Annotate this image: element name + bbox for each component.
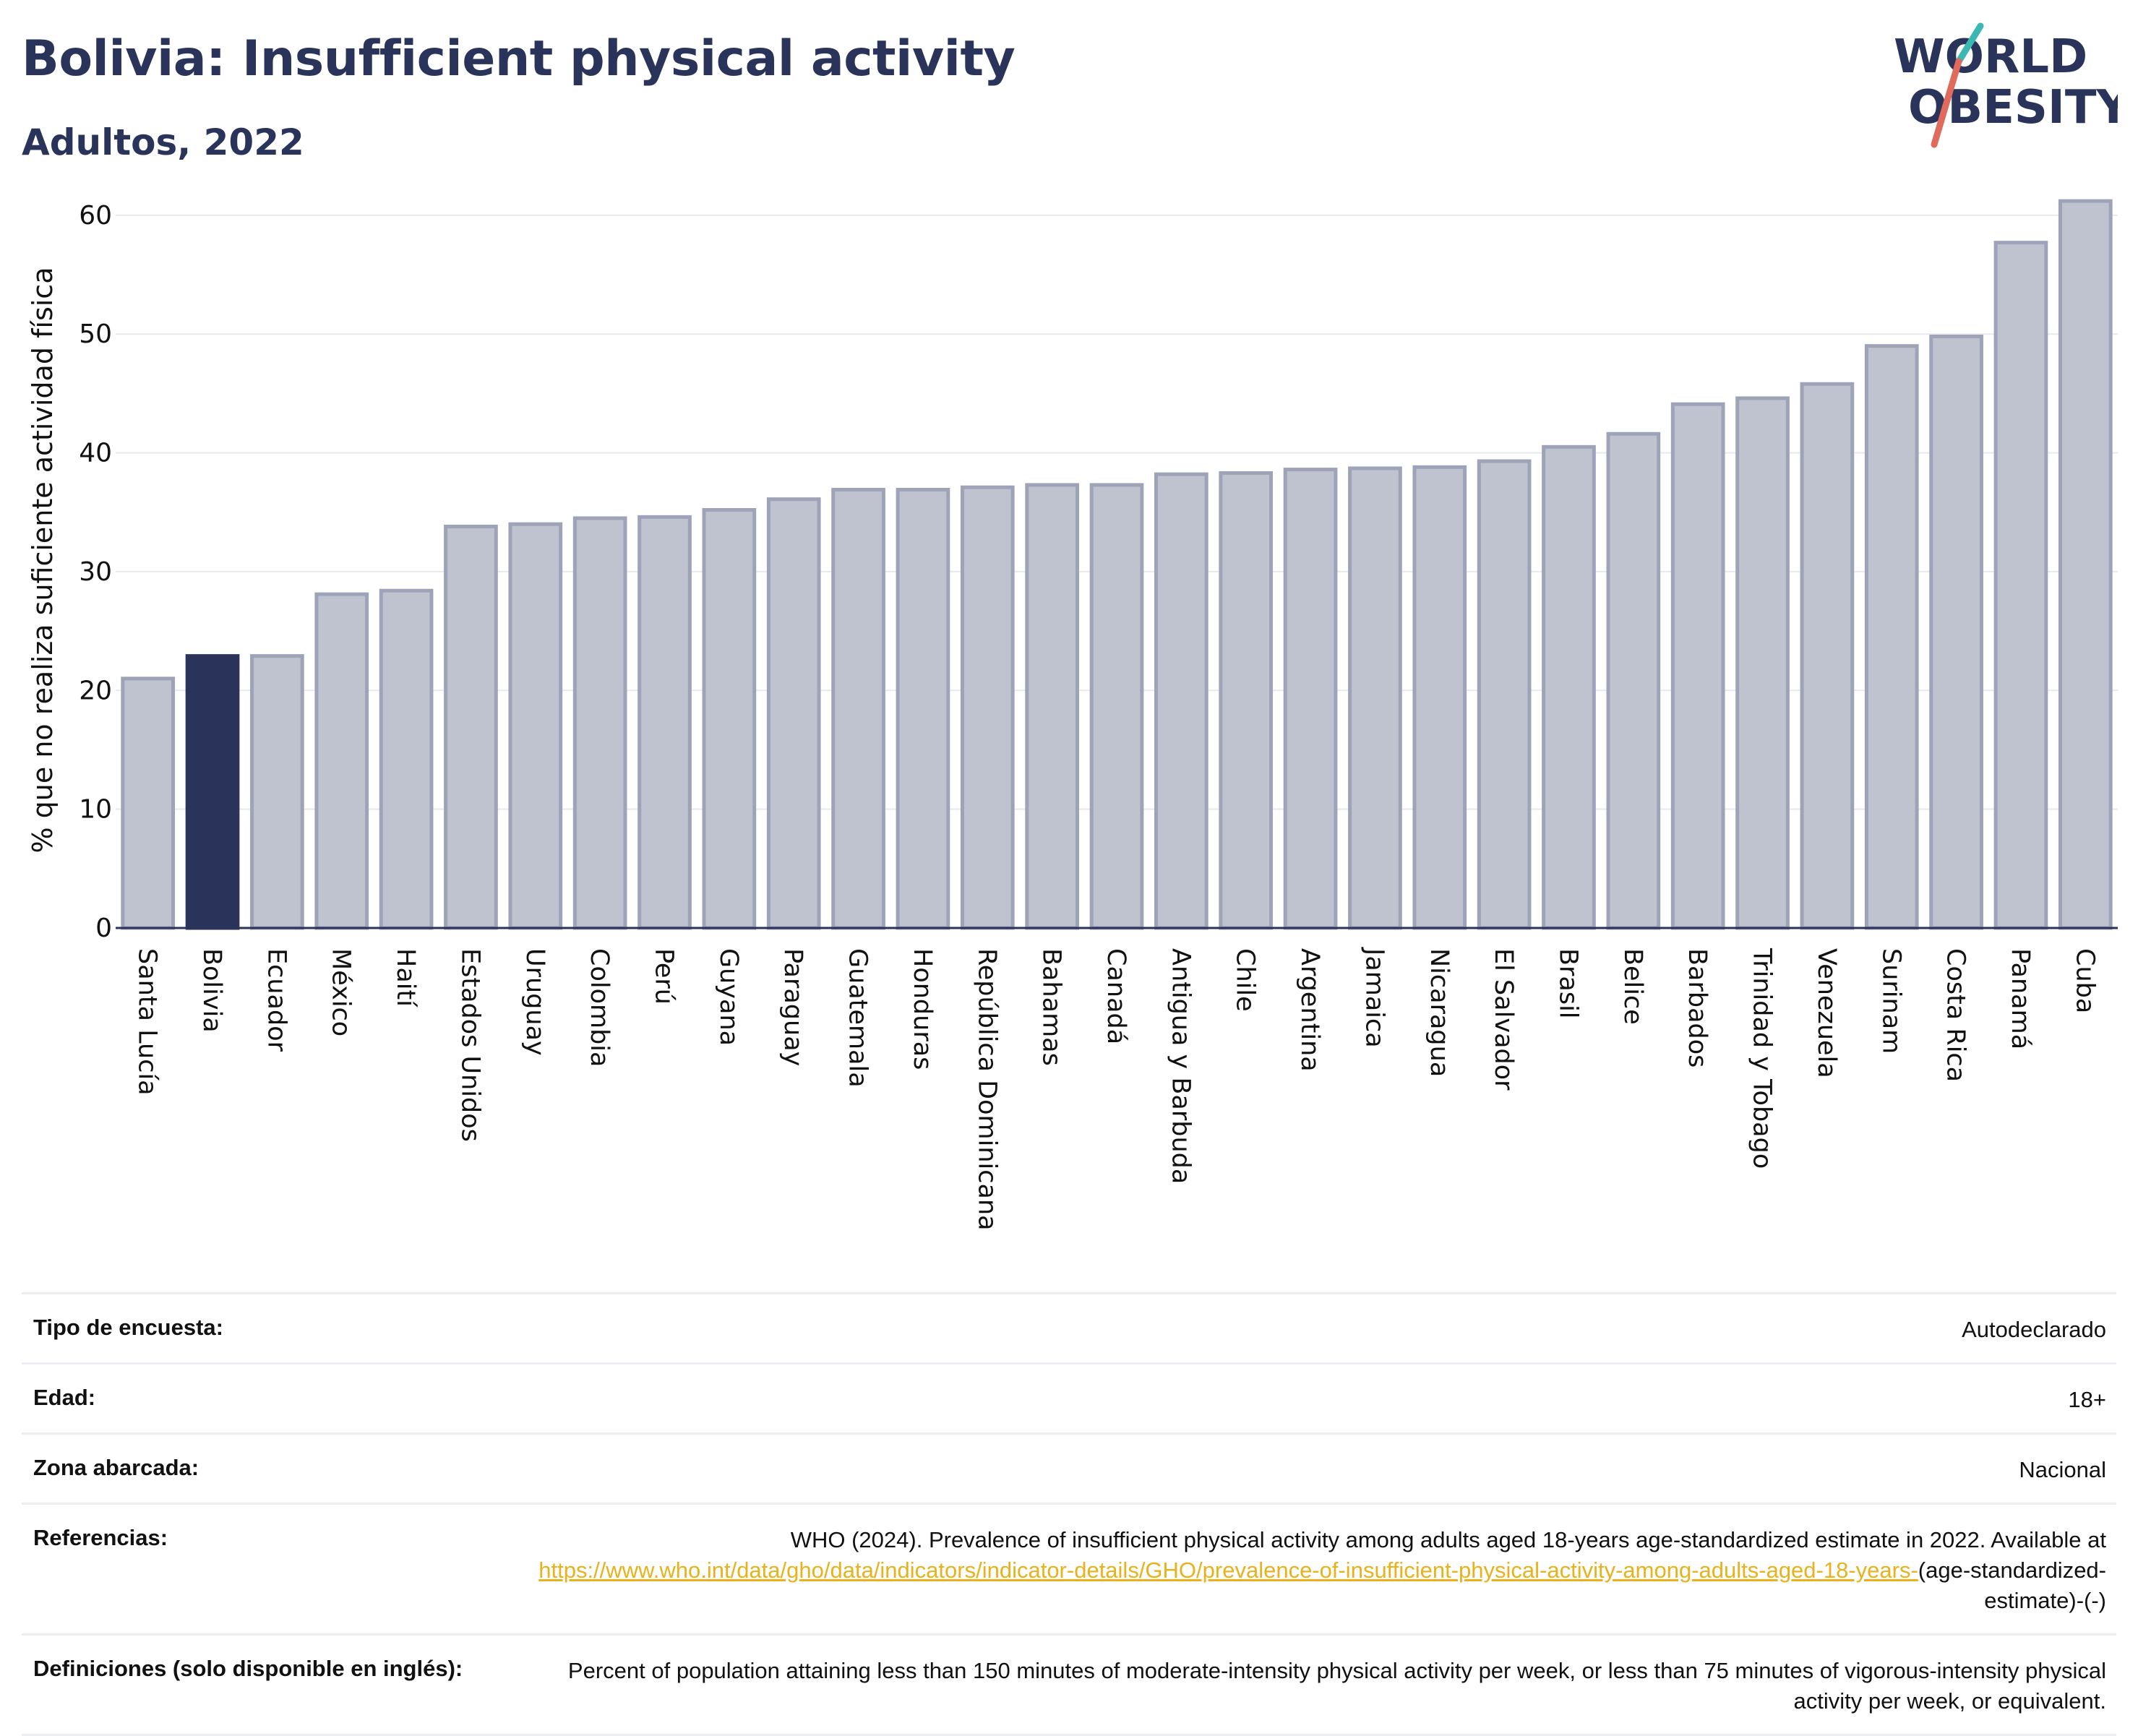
bar xyxy=(960,485,1015,930)
x-tick-label: Perú xyxy=(650,948,679,1005)
bar xyxy=(314,592,369,930)
bar xyxy=(1606,431,1661,930)
logo-slash-teal xyxy=(1955,22,1984,65)
bar xyxy=(444,524,498,930)
x-tick-label: Chile xyxy=(1231,948,1260,1012)
y-tick-label: 50 xyxy=(79,319,112,349)
x-tick-label: Bahamas xyxy=(1037,948,1066,1066)
bar-highlight xyxy=(185,654,240,930)
reference-suffix: (age-standardized-estimate)-(-) xyxy=(1918,1557,2106,1613)
x-tick-label: Bolivia xyxy=(197,948,226,1033)
bar xyxy=(637,515,692,930)
bar xyxy=(1219,471,1274,930)
meta-value: Autodeclarado xyxy=(1962,1317,2106,1342)
x-tick-label: Guatemala xyxy=(843,948,872,1088)
meta-row-coverage: Zona abarcada: Nacional xyxy=(22,1432,2116,1503)
bar xyxy=(1864,344,1919,930)
bar-chart: 0 10 20 30 40 50 60 % que no realiza suficiente… xyxy=(27,199,2118,1231)
reference-text: WHO (2024). Prevalence of insufficient p… xyxy=(790,1527,2106,1552)
reference-link[interactable]: https://www.who.int/data/gho/data/indica… xyxy=(538,1557,1918,1583)
meta-key: Zona abarcada: xyxy=(33,1455,199,1480)
bar xyxy=(1800,382,1855,930)
x-tick-label: Uruguay xyxy=(520,948,549,1056)
x-tick-label: Colombia xyxy=(585,948,614,1067)
x-tick-label: Brasil xyxy=(1553,948,1582,1019)
x-tick-label: Trinidad y Tobago xyxy=(1748,948,1777,1169)
x-tick-label: Santa Lucía xyxy=(133,948,162,1096)
x-tick-label: Jamaica xyxy=(1360,947,1388,1048)
y-tick-label: 10 xyxy=(79,795,112,825)
logo-slash-coral xyxy=(1931,58,1962,148)
meta-value: Nacional xyxy=(2019,1457,2106,1482)
y-tick-label: 20 xyxy=(79,676,112,705)
logo-line-1: WORLD xyxy=(1894,30,2087,84)
bar xyxy=(572,516,627,930)
y-axis-label: % que no realiza suficiente actividad fí… xyxy=(27,267,59,854)
meta-value: WHO (2024). Prevalence of insufficient p… xyxy=(494,1525,2106,1616)
x-tick-label: Guyana xyxy=(714,948,743,1046)
x-tick-label: Surinam xyxy=(1876,948,1905,1054)
x-tick-label: Antigua y Barbuda xyxy=(1166,948,1195,1184)
bar xyxy=(896,488,950,930)
meta-row-survey-type: Tipo de encuesta: Autodeclarado xyxy=(22,1292,2116,1362)
meta-row-references: Referencias: WHO (2024). Prevalence of i… xyxy=(22,1503,2116,1633)
bar xyxy=(1670,402,1725,930)
bar xyxy=(702,507,757,930)
x-tick-label: Haití xyxy=(391,948,420,1007)
x-tick-label: Argentina xyxy=(1295,948,1324,1072)
x-tick-label: Barbados xyxy=(1683,948,1712,1067)
bar xyxy=(1154,472,1208,930)
bar xyxy=(1993,241,2048,930)
bar xyxy=(1542,444,1596,930)
bar xyxy=(1412,465,1467,930)
bar xyxy=(379,588,434,930)
meta-value: Percent of population attaining less tha… xyxy=(567,1658,2106,1714)
bar xyxy=(1283,468,1338,930)
chart-subtitle: Adultos, 2022 xyxy=(22,121,304,163)
x-tick-label: Nicaragua xyxy=(1425,948,1454,1077)
bar xyxy=(1025,483,1079,930)
x-tick-label: Panamá xyxy=(2006,948,2035,1049)
bar xyxy=(831,488,885,930)
x-tick-label: República Dominicana xyxy=(972,948,1001,1231)
x-tick-label: México xyxy=(327,948,356,1036)
y-tick-label: 0 xyxy=(95,914,112,943)
bar xyxy=(508,522,563,930)
x-tick-label: Cuba xyxy=(2070,948,2099,1013)
metadata-table: Tipo de encuesta: Autodeclarado Edad: 18… xyxy=(22,1292,2116,1736)
x-tick-label: Costa Rica xyxy=(1941,948,1970,1082)
x-tick-label: Canadá xyxy=(1102,948,1130,1044)
bar xyxy=(1348,466,1402,930)
x-tick-label: Paraguay xyxy=(778,948,807,1066)
x-tick-label: Venezuela xyxy=(1812,948,1841,1078)
x-tick-label: Ecuador xyxy=(262,948,291,1052)
meta-row-age: Edad: 18+ xyxy=(22,1362,2116,1432)
meta-key: Tipo de encuesta: xyxy=(33,1315,223,1340)
y-tick-label: 40 xyxy=(79,439,112,468)
meta-key: Definiciones (solo disponible en inglés)… xyxy=(33,1656,463,1681)
bar xyxy=(2058,199,2113,930)
bar xyxy=(1477,459,1532,930)
world-obesity-logo: WORLD OBESITY xyxy=(1894,22,2118,148)
bar xyxy=(121,676,176,930)
bar xyxy=(1929,335,1983,930)
meta-row-definitions: Definiciones (solo disponible en inglés)… xyxy=(22,1633,2116,1736)
bar xyxy=(1089,483,1144,930)
x-tick-label: El Salvador xyxy=(1489,948,1518,1091)
chart-title: Bolivia: Insufficient physical activity xyxy=(22,30,1016,87)
meta-value: 18+ xyxy=(2068,1387,2106,1412)
x-tick-label: Belice xyxy=(1618,948,1647,1025)
y-tick-label: 30 xyxy=(79,557,112,587)
x-tick-label: Honduras xyxy=(908,948,937,1070)
bar xyxy=(766,497,821,930)
bar xyxy=(250,654,304,930)
meta-key: Referencias: xyxy=(33,1525,168,1550)
y-tick-label: 60 xyxy=(79,201,112,231)
meta-key: Edad: xyxy=(33,1385,96,1410)
bar xyxy=(1735,396,1790,930)
x-tick-label: Estados Unidos xyxy=(455,948,484,1142)
